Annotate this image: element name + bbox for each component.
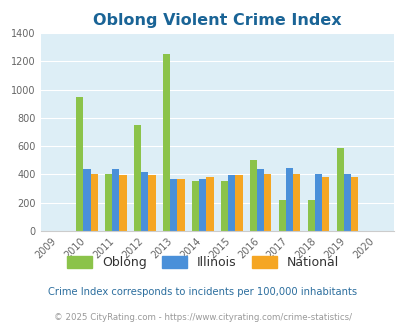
Bar <box>206 177 213 231</box>
Bar <box>292 175 300 231</box>
Bar <box>90 174 98 231</box>
Bar <box>76 97 83 231</box>
Bar <box>343 174 350 231</box>
Bar <box>228 175 235 231</box>
Text: © 2025 CityRating.com - https://www.cityrating.com/crime-statistics/: © 2025 CityRating.com - https://www.city… <box>54 313 351 322</box>
Bar <box>307 200 314 231</box>
Legend: Oblong, Illinois, National: Oblong, Illinois, National <box>63 252 342 273</box>
Title: Oblong Violent Crime Index: Oblong Violent Crime Index <box>93 13 341 28</box>
Bar <box>141 172 148 231</box>
Bar <box>322 177 328 231</box>
Bar <box>192 181 198 231</box>
Bar <box>112 170 119 231</box>
Bar <box>314 174 322 231</box>
Text: Crime Index corresponds to incidents per 100,000 inhabitants: Crime Index corresponds to incidents per… <box>48 287 357 297</box>
Bar <box>198 179 206 231</box>
Bar <box>235 175 242 231</box>
Bar <box>119 175 126 231</box>
Bar <box>350 177 358 231</box>
Bar <box>220 181 228 231</box>
Bar <box>285 168 292 231</box>
Bar <box>278 200 285 231</box>
Bar <box>249 160 256 231</box>
Bar <box>148 175 155 231</box>
Bar <box>83 170 90 231</box>
Bar <box>336 148 343 231</box>
Bar <box>170 179 177 231</box>
Bar <box>105 175 112 231</box>
Bar <box>177 179 184 231</box>
Bar <box>256 170 264 231</box>
Bar <box>162 54 170 231</box>
Bar <box>264 175 271 231</box>
Bar <box>134 125 141 231</box>
